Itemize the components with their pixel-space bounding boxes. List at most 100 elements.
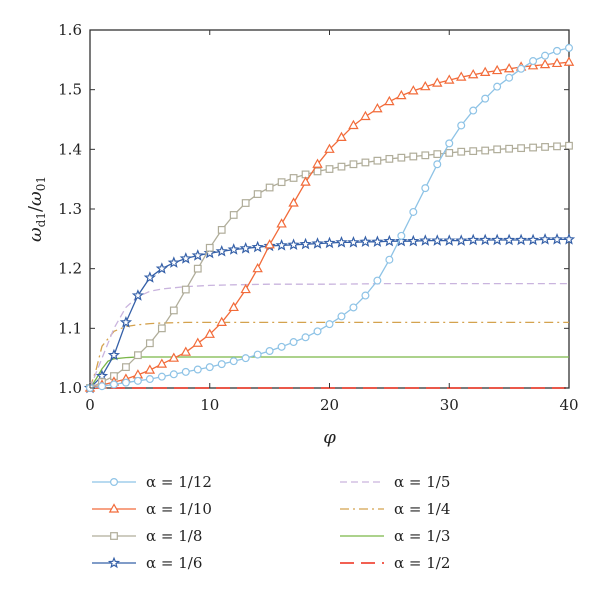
- data-point: [337, 162, 346, 171]
- legend: α = 1/12 α = 1/10 α = 1/8 α = 1/6 α = 1/5 α =…: [92, 473, 450, 572]
- data-point: [408, 85, 419, 95]
- legend-item: α = 1/6: [92, 554, 202, 572]
- data-point: [505, 73, 514, 82]
- data-point: [373, 276, 382, 285]
- data-point: [481, 94, 490, 103]
- legend-label: α = 1/6: [146, 554, 202, 572]
- y-axis-ticks: 1.0 1.1 1.2 1.3 1.4 1.5 1.6: [58, 21, 569, 397]
- data-point: [361, 291, 370, 300]
- data-point: [503, 63, 515, 73]
- data-point: [288, 197, 299, 207]
- data-point: [193, 264, 202, 273]
- data-point: [155, 262, 168, 274]
- data-point: [275, 238, 288, 251]
- data-point: [191, 249, 204, 261]
- data-point: [444, 74, 455, 84]
- y-tick-label: 1.3: [58, 200, 82, 218]
- data-point: [193, 365, 202, 374]
- x-tick-label: 0: [85, 396, 95, 414]
- legend-marker: [108, 503, 120, 513]
- series-group: [89, 356, 569, 389]
- data-point: [157, 372, 166, 381]
- legend-item: α = 1/3: [340, 527, 450, 545]
- data-point: [145, 375, 154, 384]
- legend-label: α = 1/8: [146, 527, 202, 545]
- data-point: [384, 95, 395, 106]
- data-point: [503, 233, 516, 246]
- data-point: [491, 64, 503, 75]
- y-tick-label: 1.5: [58, 81, 82, 99]
- data-point: [529, 57, 538, 66]
- data-point: [514, 233, 528, 246]
- data-point: [325, 320, 334, 329]
- series-line: [89, 47, 570, 389]
- y-axis-label-slash: /: [25, 205, 46, 212]
- data-point: [409, 207, 418, 216]
- data-point: [143, 271, 156, 283]
- data-point: [457, 121, 466, 130]
- data-point: [169, 370, 178, 379]
- data-point: [360, 110, 371, 121]
- data-point: [169, 306, 178, 315]
- data-point: [562, 233, 576, 245]
- legend-label: α = 1/4: [394, 500, 450, 518]
- y-tick-label: 1.1: [58, 319, 82, 337]
- x-tick-label: 40: [559, 396, 578, 414]
- data-point: [431, 234, 444, 246]
- series-group: [85, 43, 573, 393]
- y-axis-label-main: ω: [25, 227, 46, 242]
- data-point: [396, 89, 407, 100]
- y-tick-label: 1.4: [58, 140, 82, 158]
- data-point: [287, 238, 300, 250]
- data-point: [168, 352, 180, 362]
- data-point: [121, 378, 130, 387]
- data-point: [312, 158, 323, 168]
- data-point: [467, 233, 480, 246]
- data-point: [228, 301, 239, 312]
- data-point: [156, 358, 168, 368]
- x-axis-label: φ: [323, 427, 336, 448]
- data-point: [505, 144, 514, 153]
- data-point: [538, 233, 552, 245]
- data-point: [395, 234, 408, 247]
- data-point: [469, 106, 478, 115]
- data-point: [479, 66, 491, 76]
- data-point: [467, 69, 479, 79]
- data-point: [455, 234, 468, 246]
- series-group: [84, 56, 575, 392]
- data-point: [301, 333, 310, 342]
- data-point: [443, 234, 456, 246]
- data-point: [481, 146, 490, 155]
- data-point: [122, 363, 130, 372]
- data-point: [479, 233, 492, 246]
- data-point: [563, 56, 575, 66]
- data-point: [217, 360, 226, 369]
- data-point: [119, 315, 133, 328]
- data-point: [529, 143, 537, 152]
- data-point: [313, 167, 322, 176]
- data-point: [180, 346, 192, 356]
- data-point: [409, 152, 418, 161]
- series-line: [89, 321, 569, 389]
- data-point: [564, 43, 573, 52]
- data-point: [323, 236, 336, 249]
- data-point: [181, 367, 190, 376]
- data-point: [240, 283, 251, 294]
- data-point: [265, 183, 274, 192]
- y-axis-label: ωd1/ω01: [25, 176, 48, 242]
- data-point: [491, 233, 504, 246]
- legend-label: α = 1/12: [146, 473, 212, 491]
- data-point: [276, 218, 287, 228]
- data-point: [157, 324, 166, 333]
- data-point: [145, 339, 154, 348]
- data-point: [421, 184, 430, 193]
- data-point: [432, 77, 443, 87]
- legend-item: α = 1/5: [340, 473, 450, 491]
- y-tick-label: 1.2: [58, 260, 82, 278]
- y-tick-label: 1.6: [58, 21, 82, 39]
- data-point: [419, 234, 432, 246]
- data-point: [541, 143, 549, 151]
- legend-item: α = 1/10: [92, 500, 212, 518]
- series-layer: [83, 43, 576, 394]
- data-point: [349, 160, 358, 169]
